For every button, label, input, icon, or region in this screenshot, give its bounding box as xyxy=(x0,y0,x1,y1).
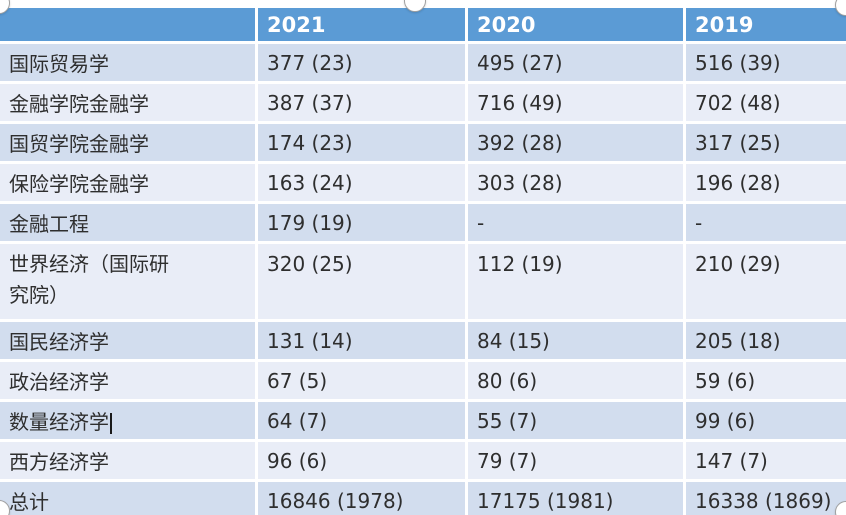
value-cell[interactable]: 174 (23) xyxy=(258,124,465,161)
value-cell[interactable]: 131 (14) xyxy=(258,322,465,359)
row-label: 总计 xyxy=(9,490,49,514)
table-row: 政治经济学 67 (5) 80 (6) 59 (6) xyxy=(0,362,846,399)
row-label-cell[interactable]: 国贸学院金融学 xyxy=(0,124,255,161)
value-cell[interactable]: 205 (18) xyxy=(686,322,846,359)
text-cursor xyxy=(110,413,112,434)
value-cell[interactable]: 112 (19) xyxy=(468,244,683,319)
table-row: 总计 16846 (1978) 17175 (1981) 16338 (1869) xyxy=(0,482,846,515)
value-cell[interactable]: 79 (7) xyxy=(468,442,683,479)
table-row: 金融学院金融学 387 (37) 716 (49) 702 (48) xyxy=(0,84,846,121)
value-cell[interactable]: 320 (25) xyxy=(258,244,465,319)
selection-handle-bottom-right[interactable] xyxy=(835,501,846,515)
value-cell[interactable]: 516 (39) xyxy=(686,44,846,81)
value-cell[interactable]: 84 (15) xyxy=(468,322,683,359)
value-cell[interactable]: 16338 (1869) xyxy=(686,482,846,515)
row-label-cell[interactable]: 政治经济学 xyxy=(0,362,255,399)
row-label-cell[interactable]: 总计 xyxy=(0,482,255,515)
value-cell[interactable]: - xyxy=(468,204,683,241)
value-cell[interactable]: 387 (37) xyxy=(258,84,465,121)
value-cell[interactable]: 17175 (1981) xyxy=(468,482,683,515)
table-row: 保险学院金融学 163 (24) 303 (28) 196 (28) xyxy=(0,164,846,201)
table-row: 西方经济学 96 (6) 79 (7) 147 (7) xyxy=(0,442,846,479)
value-cell[interactable]: 64 (7) xyxy=(258,402,465,439)
value-cell[interactable]: 495 (27) xyxy=(468,44,683,81)
table-row: 国贸学院金融学 174 (23) 392 (28) 317 (25) xyxy=(0,124,846,161)
row-label-cell[interactable]: 世界经济（国际研究院） xyxy=(0,244,255,319)
row-label: 国贸学院金融学 xyxy=(9,132,149,156)
header-cell-2020[interactable]: 2020 xyxy=(468,8,683,41)
value-cell[interactable]: 96 (6) xyxy=(258,442,465,479)
value-cell[interactable]: - xyxy=(686,204,846,241)
table-row: 国际贸易学 377 (23) 495 (27) 516 (39) xyxy=(0,44,846,81)
value-cell[interactable]: 99 (6) xyxy=(686,402,846,439)
value-cell[interactable]: 163 (24) xyxy=(258,164,465,201)
row-label: 世界经济（国际研究院） xyxy=(9,252,169,307)
row-label-cell[interactable]: 西方经济学 xyxy=(0,442,255,479)
row-label: 金融学院金融学 xyxy=(9,92,149,116)
value-cell[interactable]: 147 (7) xyxy=(686,442,846,479)
row-label-cell[interactable]: 金融学院金融学 xyxy=(0,84,255,121)
row-label: 保险学院金融学 xyxy=(9,172,149,196)
table-row: 数量经济学 64 (7) 55 (7) 99 (6) xyxy=(0,402,846,439)
value-cell[interactable]: 210 (29) xyxy=(686,244,846,319)
row-label-cell[interactable]: 保险学院金融学 xyxy=(0,164,255,201)
row-label-cell[interactable]: 国际贸易学 xyxy=(0,44,255,81)
value-cell[interactable]: 303 (28) xyxy=(468,164,683,201)
header-cell-2021[interactable]: 2021 xyxy=(258,8,465,41)
row-label-cell[interactable]: 数量经济学 xyxy=(0,402,255,439)
value-cell[interactable]: 702 (48) xyxy=(686,84,846,121)
value-cell[interactable]: 317 (25) xyxy=(686,124,846,161)
header-cell-2019[interactable]: 2019 xyxy=(686,8,846,41)
value-cell[interactable]: 377 (23) xyxy=(258,44,465,81)
row-label: 政治经济学 xyxy=(9,370,109,394)
value-cell[interactable]: 80 (6) xyxy=(468,362,683,399)
value-cell[interactable]: 67 (5) xyxy=(258,362,465,399)
header-cell-blank[interactable] xyxy=(0,8,255,41)
value-cell[interactable]: 196 (28) xyxy=(686,164,846,201)
row-label: 西方经济学 xyxy=(9,450,109,474)
value-cell[interactable]: 16846 (1978) xyxy=(258,482,465,515)
row-label-cell[interactable]: 国民经济学 xyxy=(0,322,255,359)
table-body: 国际贸易学 377 (23) 495 (27) 516 (39) 金融学院金融学 387 … xyxy=(0,44,846,515)
value-cell[interactable]: 55 (7) xyxy=(468,402,683,439)
value-cell[interactable]: 392 (28) xyxy=(468,124,683,161)
row-label: 国民经济学 xyxy=(9,330,109,354)
row-label: 数量经济学 xyxy=(9,410,109,434)
table-row: 金融工程 179 (19) - - xyxy=(0,204,846,241)
row-label-cell[interactable]: 金融工程 xyxy=(0,204,255,241)
admissions-table: 2021 2020 2019 国际贸易学 377 (23) 495 (27) 516 … xyxy=(0,5,846,515)
value-cell[interactable]: 59 (6) xyxy=(686,362,846,399)
table-row: 世界经济（国际研究院） 320 (25) 112 (19) 210 (29) xyxy=(0,244,846,319)
value-cell[interactable]: 179 (19) xyxy=(258,204,465,241)
row-label: 国际贸易学 xyxy=(9,52,109,76)
header-row: 2021 2020 2019 xyxy=(0,8,846,41)
row-label: 金融工程 xyxy=(9,212,89,236)
value-cell[interactable]: 716 (49) xyxy=(468,84,683,121)
table-row: 国民经济学 131 (14) 84 (15) 205 (18) xyxy=(0,322,846,359)
